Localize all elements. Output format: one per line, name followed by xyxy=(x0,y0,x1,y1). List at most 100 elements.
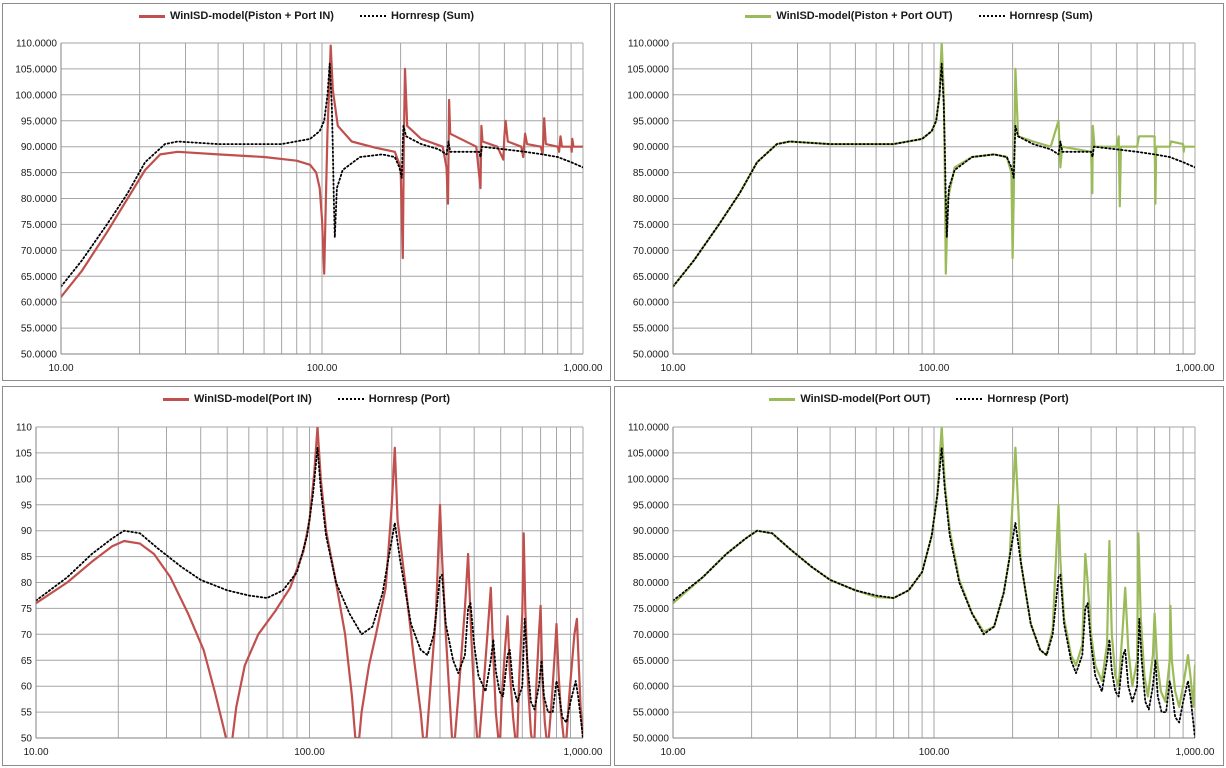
y-tick-label: 110 xyxy=(16,423,32,434)
chart-plot-bottom-right: 50.0000 55.0000 60.0000 65.0000 70.0000 75.00… xyxy=(627,423,1215,759)
legend-item-series-1: WinISD-model(Piston + Port IN) xyxy=(138,10,334,22)
series-line-2 xyxy=(673,62,1195,288)
y-tick-label: 70.0000 xyxy=(633,630,670,641)
y-tick-label: 105.0000 xyxy=(15,64,57,75)
legend-label: Hornresp (Port) xyxy=(987,393,1069,405)
legend-swatch-dotted xyxy=(337,398,364,400)
x-tick-label: 1,000.00 xyxy=(564,363,603,374)
y-tick-label: 95 xyxy=(21,500,33,511)
legend-swatch-dotted xyxy=(956,398,983,400)
legend-swatch-dotted xyxy=(359,15,386,17)
legend-label: Hornresp (Port) xyxy=(368,393,451,405)
y-tick-label: 85 xyxy=(21,552,33,563)
y-tick-label: 110.0000 xyxy=(628,39,669,50)
y-tick-label: 105.0000 xyxy=(627,448,669,459)
y-tick-label: 75.0000 xyxy=(21,220,58,231)
legend-label: WinISD-model(Piston + Port IN) xyxy=(169,10,334,22)
y-tick-label: 60.0000 xyxy=(633,682,670,693)
legend: WinISD-model(Piston + Port OUT) Hornresp… xyxy=(615,10,1223,22)
y-tick-label: 55.0000 xyxy=(21,324,58,335)
series-line-2 xyxy=(36,446,583,738)
x-tick-label: 1,000.00 xyxy=(1176,747,1215,758)
y-tick-label: 50.0000 xyxy=(21,350,58,361)
legend: WinISD-model(Port IN) Hornresp (Port) xyxy=(3,393,610,405)
y-tick-label: 60.0000 xyxy=(633,298,670,309)
series-line-2 xyxy=(673,446,1195,738)
x-tick-label: 100.00 xyxy=(307,363,338,374)
legend: WinISD-model(Piston + Port IN) Hornresp … xyxy=(3,10,610,22)
y-tick-label: 70.0000 xyxy=(633,246,670,257)
chart-panel-top-left: WinISD-model(Piston + Port IN) Hornresp … xyxy=(2,3,611,381)
legend-label: WinISD-model(Piston + Port OUT) xyxy=(776,10,953,22)
y-tick-label: 100 xyxy=(15,474,32,485)
y-tick-label: 110.0000 xyxy=(628,423,669,434)
y-tick-label: 90.0000 xyxy=(633,526,670,537)
y-tick-label: 75 xyxy=(21,604,33,615)
x-tick-label: 10.00 xyxy=(660,747,685,758)
chart-panel-top-right: WinISD-model(Piston + Port OUT) Hornresp… xyxy=(614,3,1224,381)
legend-label: Hornresp (Sum) xyxy=(1009,10,1093,22)
y-tick-label: 105 xyxy=(15,448,32,459)
x-tick-label: 10.00 xyxy=(48,363,73,374)
y-tick-label: 90.0000 xyxy=(21,142,58,153)
y-tick-label: 90.0000 xyxy=(633,142,670,153)
y-tick-label: 55.0000 xyxy=(633,324,670,335)
legend-label: WinISD-model(Port OUT) xyxy=(800,393,931,405)
y-tick-label: 65.0000 xyxy=(633,272,670,283)
y-tick-label: 75.0000 xyxy=(633,220,670,231)
x-tick-label: 10.00 xyxy=(660,363,685,374)
legend-label: WinISD-model(Port IN) xyxy=(193,393,312,405)
y-tick-label: 80.0000 xyxy=(633,194,670,205)
chart-plot-bottom-left: 50 55 60 65 70 75 80 85 90 95 100 105 110 10.00 100.00… xyxy=(15,423,603,759)
y-tick-label: 60 xyxy=(21,682,33,693)
legend-swatch-solid xyxy=(769,397,796,401)
y-tick-label: 55 xyxy=(21,708,33,719)
y-tick-label: 100.0000 xyxy=(627,90,669,101)
legend-item-series-2: Hornresp (Port) xyxy=(956,393,1069,405)
y-tick-label: 70 xyxy=(21,630,33,641)
y-tick-label: 80.0000 xyxy=(21,194,58,205)
y-tick-label: 85.0000 xyxy=(21,168,58,179)
chart-plot-top-left: 50.0000 55.0000 60.0000 65.0000 70.0000 75.00… xyxy=(15,39,603,375)
y-tick-label: 95.0000 xyxy=(633,500,670,511)
y-tick-label: 95.0000 xyxy=(21,116,58,127)
y-tick-label: 65.0000 xyxy=(633,656,670,667)
chart-plot-top-right: 50.0000 55.0000 60.0000 65.0000 70.0000 75.00… xyxy=(627,39,1215,375)
legend-label: Hornresp (Sum) xyxy=(390,10,475,22)
x-tick-label: 1,000.00 xyxy=(564,747,603,758)
y-tick-label: 75.0000 xyxy=(633,604,670,615)
series-line-1 xyxy=(61,44,583,299)
y-tick-label: 50.0000 xyxy=(633,350,670,361)
legend-swatch-dotted xyxy=(978,15,1005,17)
y-tick-label: 60.0000 xyxy=(21,298,58,309)
y-tick-label: 95.0000 xyxy=(633,116,670,127)
x-tick-label: 100.00 xyxy=(919,363,950,374)
legend: WinISD-model(Port OUT) Hornresp (Port) xyxy=(615,393,1223,405)
y-tick-label: 65 xyxy=(21,656,33,667)
series-line-2 xyxy=(61,62,583,288)
y-tick-label: 70.0000 xyxy=(21,246,58,257)
x-tick-label: 100.00 xyxy=(294,747,325,758)
x-tick-label: 10.00 xyxy=(23,747,48,758)
y-tick-label: 85.0000 xyxy=(633,168,670,179)
x-tick-label: 1,000.00 xyxy=(1176,363,1215,374)
legend-item-series-1: WinISD-model(Piston + Port OUT) xyxy=(745,10,953,22)
legend-item-series-2: Hornresp (Sum) xyxy=(978,10,1093,22)
legend-item-series-1: WinISD-model(Port OUT) xyxy=(769,393,930,405)
legend-item-series-2: Hornresp (Sum) xyxy=(359,10,475,22)
y-tick-label: 50.0000 xyxy=(633,734,670,745)
y-tick-label: 55.0000 xyxy=(633,708,670,719)
legend-item-series-2: Hornresp (Port) xyxy=(337,393,451,405)
legend-swatch-solid xyxy=(138,14,165,18)
chart-panel-bottom-left: WinISD-model(Port IN) Hornresp (Port) 50… xyxy=(2,386,611,766)
series-line-1 xyxy=(36,427,583,738)
y-tick-label: 90 xyxy=(21,526,33,537)
legend-swatch-solid xyxy=(745,14,772,18)
y-tick-label: 50 xyxy=(21,734,33,745)
y-tick-label: 80 xyxy=(21,578,33,589)
legend-swatch-solid xyxy=(162,397,189,401)
x-tick-label: 100.00 xyxy=(919,747,950,758)
y-tick-label: 80.0000 xyxy=(633,578,670,589)
y-tick-label: 100.0000 xyxy=(15,90,57,101)
y-tick-label: 65.0000 xyxy=(21,272,58,283)
